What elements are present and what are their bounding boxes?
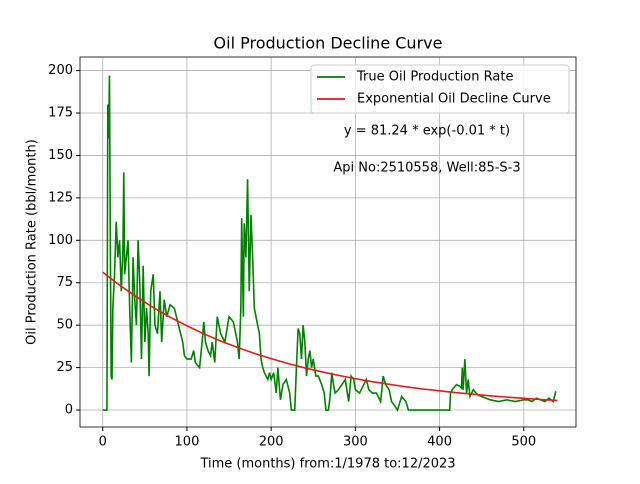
x-tick-label: 400 [427,435,452,450]
x-tick-label: 200 [259,435,284,450]
y-tick-label: 100 [48,233,73,248]
data-line [102,75,557,412]
y-tick-label: 150 [48,148,73,163]
y-tick-label: 125 [48,190,73,205]
y-tick-label: 25 [56,360,73,375]
annotation: y = 81.24 * exp(-0.01 * t) [344,124,510,139]
y-tick-label: 75 [56,275,73,290]
annotation: Api No:2510558, Well:85-S-3 [333,161,520,176]
x-tick-label: 500 [511,435,536,450]
legend-box [310,64,570,114]
x-axis-label: Time (months) from:1/1978 to:12/2023 [199,457,455,472]
plot-frame [79,56,577,428]
legend-label: True Oil Production Rate [356,70,513,85]
y-tick-label: 175 [48,106,73,121]
data-line [102,271,558,402]
y-tick-label: 50 [56,318,73,333]
y-axis-label: Oil Production Rate (bbl/month) [25,139,40,345]
y-tick-label: 200 [48,63,73,78]
legend-label: Exponential Oil Decline Curve [357,92,551,107]
chart-title: Oil Production Decline Curve [214,34,443,53]
x-tick-label: 300 [343,435,368,450]
x-tick-label: 0 [99,435,107,450]
x-tick-label: 100 [175,435,200,450]
y-tick-label: 0 [65,403,73,418]
